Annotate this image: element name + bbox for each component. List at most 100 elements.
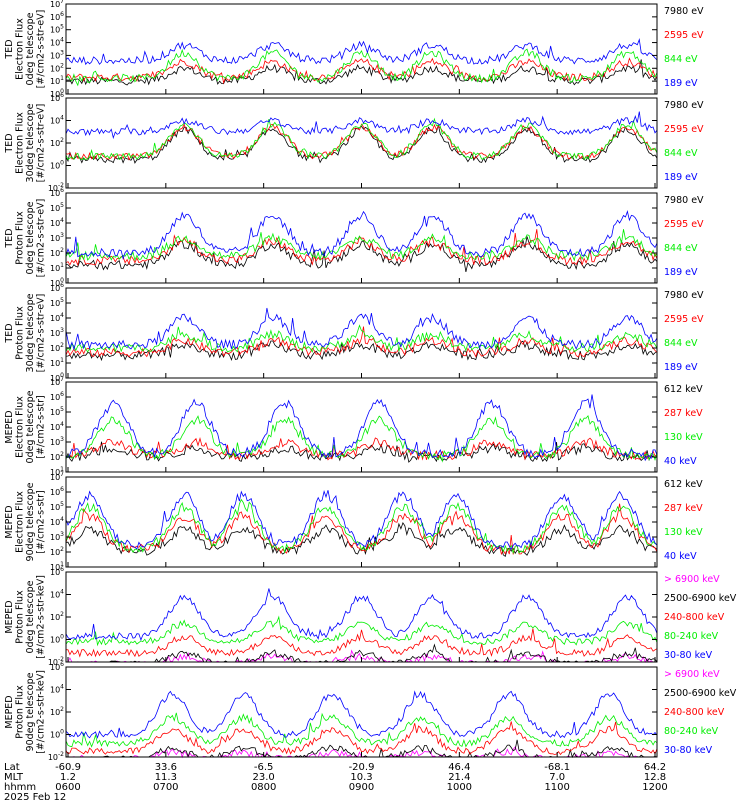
legend-entry: 240-800 keV bbox=[664, 707, 725, 718]
legend-entry: 287 keV bbox=[664, 408, 703, 419]
y-tick-label: 106 bbox=[50, 11, 64, 22]
y-axis-label-line: 90deg telescope bbox=[25, 672, 36, 751]
legend-entry: 30-80 keV bbox=[664, 650, 713, 661]
y-axis-label-line: Proton Flux bbox=[15, 306, 26, 360]
y-axis-label-line: [#/cm2-s-str-eV] bbox=[36, 199, 47, 278]
y-tick-label: 104 bbox=[50, 516, 64, 527]
series-line-287-kev bbox=[65, 503, 658, 556]
y-tick-label: 107 bbox=[50, 471, 64, 482]
series-line-189-ev bbox=[65, 38, 658, 66]
x-tick-label: 10.3 bbox=[350, 772, 372, 783]
y-tick-label: 100 bbox=[50, 729, 64, 740]
y-axis-label-line: [#/cm2-s-str-eV] bbox=[36, 10, 47, 89]
y-tick-label: 106 bbox=[50, 187, 64, 198]
y-axis-label: MEPED Proton Flux 90deg telescope [#/cm2-s-… bbox=[4, 670, 47, 754]
series-line-130-kev bbox=[65, 498, 658, 555]
series-line-80-240-kev bbox=[65, 712, 658, 748]
series-line-30-80-kev bbox=[65, 588, 658, 642]
legend-entry: 7980 eV bbox=[664, 290, 704, 301]
series-line-40-kev bbox=[65, 394, 658, 462]
legend-entry: 7980 eV bbox=[664, 6, 704, 17]
y-axis-label-line: 90deg telescope bbox=[25, 482, 36, 561]
legend-entry: 189 eV bbox=[664, 78, 698, 89]
y-tick-label: 101 bbox=[50, 75, 64, 86]
series-line-130-kev bbox=[65, 415, 658, 463]
legend-entry: 844 eV bbox=[664, 243, 698, 254]
y-tick-label: 102 bbox=[50, 62, 64, 73]
y-tick-label: 102 bbox=[50, 546, 64, 557]
panel-frame bbox=[65, 666, 658, 758]
x-tick-label: 33.6 bbox=[155, 762, 177, 773]
legend-entry: 2500-6900 keV bbox=[664, 688, 737, 699]
legend-entry: > 6900 keV bbox=[664, 574, 720, 585]
x-tick-label: 12.8 bbox=[644, 772, 666, 783]
y-tick-label: 101 bbox=[50, 357, 64, 368]
panel-frame bbox=[65, 476, 658, 568]
y-axis-label: TED Proton Flux 0deg telescope [#/cm2-s-str… bbox=[4, 199, 47, 278]
x-tick-label: 46.4 bbox=[448, 762, 470, 773]
y-tick-label: 106 bbox=[50, 282, 64, 293]
y-tick-label: 105 bbox=[50, 501, 64, 512]
x-row-label: hhmm bbox=[4, 782, 36, 793]
y-axis-label: MEPED Electron Flux 0deg telescope [#/cm2-s… bbox=[4, 390, 47, 463]
legend-entry: 612 keV bbox=[664, 479, 703, 490]
legend-entry: 612 keV bbox=[664, 384, 703, 395]
y-tick-label: 102 bbox=[50, 706, 64, 717]
x-tick-label: 64.2 bbox=[644, 762, 666, 773]
x-tick-label: 21.4 bbox=[448, 772, 470, 783]
x-tick-label: 0700 bbox=[153, 782, 178, 793]
legend-entry: 80-240 keV bbox=[664, 726, 719, 737]
x-row-label: MLT bbox=[4, 772, 24, 783]
y-tick-label: 106 bbox=[50, 92, 64, 103]
x-tick-label: -6.5 bbox=[254, 762, 274, 773]
legend-entry: 2595 eV bbox=[664, 124, 704, 135]
y-tick-label: 103 bbox=[50, 436, 64, 447]
legend-entry: 130 keV bbox=[664, 432, 703, 443]
series-line-612-kev bbox=[65, 522, 658, 557]
y-axis-label: TED Electron Flux 0deg telescope [#/cm2-s-s… bbox=[4, 10, 47, 89]
legend-entry: 287 keV bbox=[664, 503, 703, 514]
y-axis-label-line: MEPED bbox=[4, 600, 15, 633]
y-tick-label: 105 bbox=[50, 406, 64, 417]
legend-entry: 2595 eV bbox=[664, 314, 704, 325]
legend-entry: 189 eV bbox=[664, 267, 698, 278]
y-tick-label: 106 bbox=[50, 486, 64, 497]
legend-entry: 30-80 keV bbox=[664, 745, 713, 756]
y-axis-label: MEPED Electron Flux 90deg telescope [#/cm2-… bbox=[4, 482, 47, 561]
y-axis-label: TED Proton Flux 30deg telescope [#/cm2-s-st… bbox=[4, 293, 47, 372]
y-axis-label-line: TED bbox=[4, 323, 15, 343]
y-tick-label: 106 bbox=[50, 661, 64, 672]
series-line-2595-ev bbox=[65, 57, 658, 85]
x-tick-label: 7.0 bbox=[549, 772, 565, 783]
y-tick-label: 104 bbox=[50, 421, 64, 432]
y-tick-label: 103 bbox=[50, 327, 64, 338]
series-line-189-ev bbox=[65, 111, 658, 140]
y-tick-label: 104 bbox=[50, 684, 64, 695]
legend-entry: 844 eV bbox=[664, 338, 698, 349]
y-axis-label-line: Electron Flux bbox=[15, 396, 26, 458]
series-line-2595-ev bbox=[65, 326, 658, 358]
x-tick-label: 0900 bbox=[349, 782, 374, 793]
y-axis-label-line: [#/cm2-s-str] bbox=[36, 490, 47, 553]
x-tick-label: 1100 bbox=[544, 782, 569, 793]
y-axis-label-line: 30deg telescope bbox=[25, 293, 36, 372]
y-tick-label: 102 bbox=[50, 451, 64, 462]
y-axis-label-line: Electron Flux bbox=[15, 18, 26, 80]
legend-entry: 130 keV bbox=[664, 527, 703, 538]
y-tick-label: 106 bbox=[50, 566, 64, 577]
series-line-844-ev bbox=[65, 48, 658, 87]
y-tick-label: 10-2 bbox=[48, 656, 64, 667]
y-tick-label: 104 bbox=[50, 115, 64, 126]
y-tick-label: 104 bbox=[50, 37, 64, 48]
y-axis-label: TED Electron Flux 30deg telescope [#/cm2-s-… bbox=[4, 103, 47, 182]
y-tick-label: 107 bbox=[50, 376, 64, 387]
legend-entry: 7980 eV bbox=[664, 100, 704, 111]
x-tick-label: -20.9 bbox=[349, 762, 375, 773]
x-tick-label: 0600 bbox=[55, 782, 80, 793]
